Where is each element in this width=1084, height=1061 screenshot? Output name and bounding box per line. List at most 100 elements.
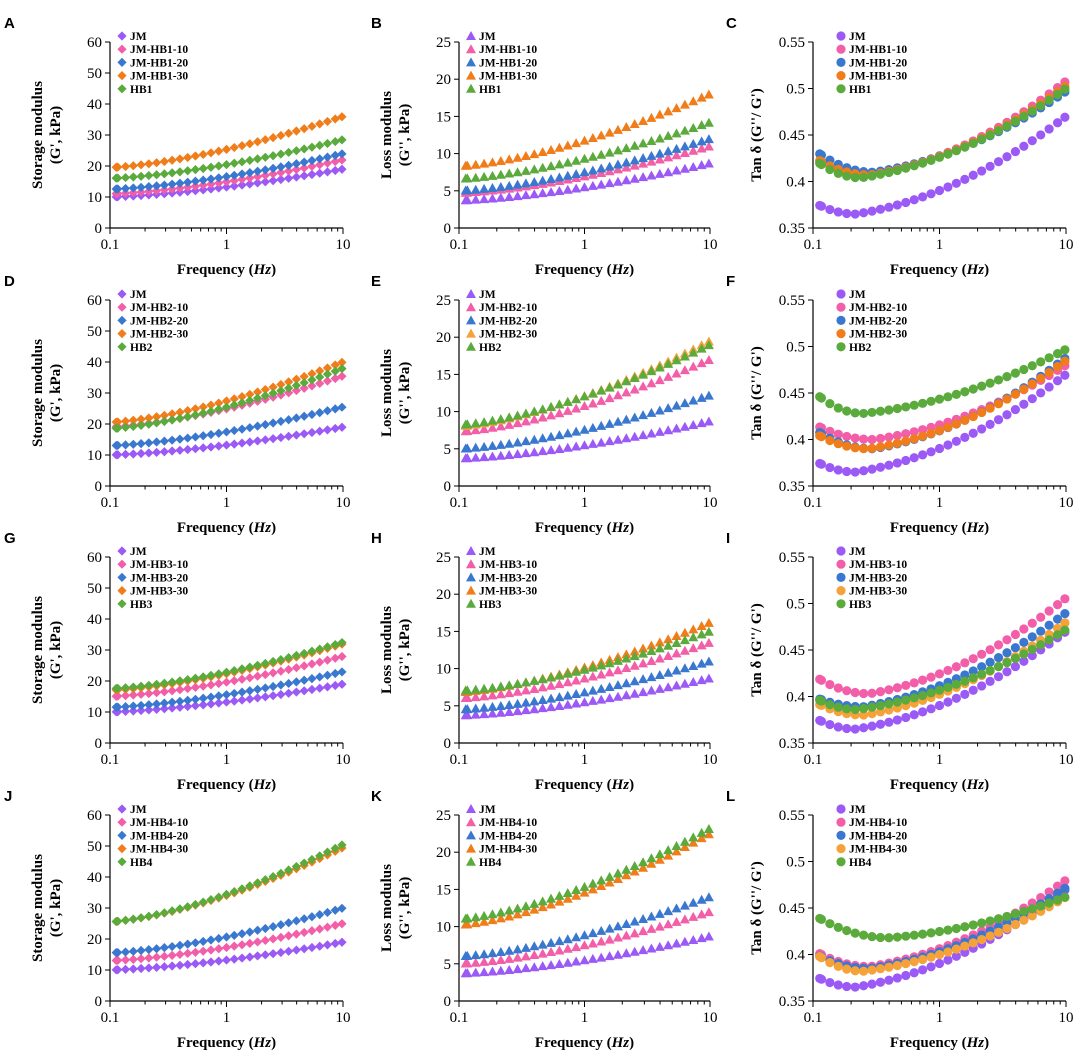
data-point xyxy=(1036,130,1046,140)
data-point xyxy=(918,675,928,685)
data-point xyxy=(850,966,860,976)
data-point xyxy=(330,668,340,679)
data-point xyxy=(867,708,877,719)
data-point xyxy=(629,651,640,661)
data-point xyxy=(1060,618,1070,628)
data-point xyxy=(596,179,607,189)
data-point xyxy=(951,389,961,399)
data-point xyxy=(842,686,852,696)
data-point xyxy=(229,665,239,676)
data-point xyxy=(198,402,208,412)
data-point xyxy=(128,964,138,974)
data-point xyxy=(221,440,232,450)
data-point xyxy=(183,177,193,187)
data-point xyxy=(144,953,154,963)
data-point xyxy=(512,152,523,162)
data-point xyxy=(842,208,852,219)
legend-marker xyxy=(117,844,127,854)
data-point xyxy=(520,901,531,911)
data-point xyxy=(926,704,936,714)
data-point xyxy=(291,650,301,661)
data-point xyxy=(470,684,481,694)
data-point xyxy=(128,690,138,700)
data-point xyxy=(299,944,309,954)
legend-entry: HB4 xyxy=(849,857,872,869)
data-point xyxy=(1052,614,1063,624)
data-point xyxy=(291,663,301,673)
data-point xyxy=(688,832,699,842)
data-point xyxy=(221,677,232,687)
data-point xyxy=(337,937,347,947)
panel-letter: K xyxy=(371,788,382,805)
data-point xyxy=(884,440,894,450)
data-point xyxy=(654,362,665,372)
x-tick-label: 0.1 xyxy=(450,237,469,253)
data-point xyxy=(663,358,674,368)
data-point xyxy=(562,668,573,678)
data-point xyxy=(190,176,201,186)
data-point xyxy=(1036,388,1046,398)
data-point xyxy=(487,690,498,700)
data-point xyxy=(934,926,945,937)
data-point xyxy=(671,665,682,675)
data-point xyxy=(1010,404,1021,415)
data-point xyxy=(322,369,333,379)
y-axis-label: Storage modulus xyxy=(30,339,46,447)
data-point xyxy=(901,680,911,691)
data-point xyxy=(214,441,224,451)
legend-entry: JM xyxy=(479,546,496,558)
data-point xyxy=(159,156,169,167)
data-point xyxy=(495,689,506,699)
data-point xyxy=(537,703,548,713)
data-point xyxy=(579,135,590,145)
data-point xyxy=(276,654,286,665)
data-point xyxy=(654,849,665,859)
data-point xyxy=(604,393,615,403)
data-point xyxy=(696,894,707,904)
series-JM-HB1-10 xyxy=(111,155,347,199)
data-point xyxy=(562,140,573,150)
data-point xyxy=(688,138,699,148)
data-point xyxy=(842,171,852,181)
data-point xyxy=(562,442,573,452)
data-point xyxy=(688,934,699,944)
data-point xyxy=(512,706,523,716)
data-point xyxy=(867,171,877,181)
data-point xyxy=(260,420,270,430)
data-point xyxy=(330,404,340,414)
data-point xyxy=(546,445,557,455)
data-point xyxy=(330,680,340,691)
data-point xyxy=(214,944,224,954)
data-point xyxy=(512,909,523,919)
y-tick-label: 0 xyxy=(95,736,103,752)
data-point xyxy=(504,945,515,955)
legend-marker xyxy=(117,559,127,569)
data-point xyxy=(322,940,333,950)
data-point xyxy=(315,160,325,170)
data-point xyxy=(901,163,911,173)
data-point xyxy=(479,956,490,966)
data-point xyxy=(688,632,699,642)
series-JM-HB2-30 xyxy=(111,357,347,427)
data-point xyxy=(579,955,590,965)
data-point xyxy=(307,674,317,684)
data-point xyxy=(190,410,201,420)
data-point xyxy=(237,674,247,684)
data-point xyxy=(198,936,208,947)
data-point xyxy=(850,467,860,477)
y-tick-label: 0.5 xyxy=(786,597,805,613)
data-point xyxy=(529,962,540,972)
data-point xyxy=(629,155,640,165)
data-point xyxy=(462,419,473,429)
y-axis-label: Tan δ (G''/ G') xyxy=(749,603,765,697)
data-point xyxy=(816,159,827,170)
data-point xyxy=(934,394,945,404)
data-point xyxy=(268,691,278,701)
data-point xyxy=(144,705,154,715)
data-point xyxy=(284,931,294,941)
data-point xyxy=(113,184,123,194)
data-point xyxy=(1060,625,1070,635)
y-tick-label: 10 xyxy=(436,147,451,163)
data-point xyxy=(901,402,911,412)
